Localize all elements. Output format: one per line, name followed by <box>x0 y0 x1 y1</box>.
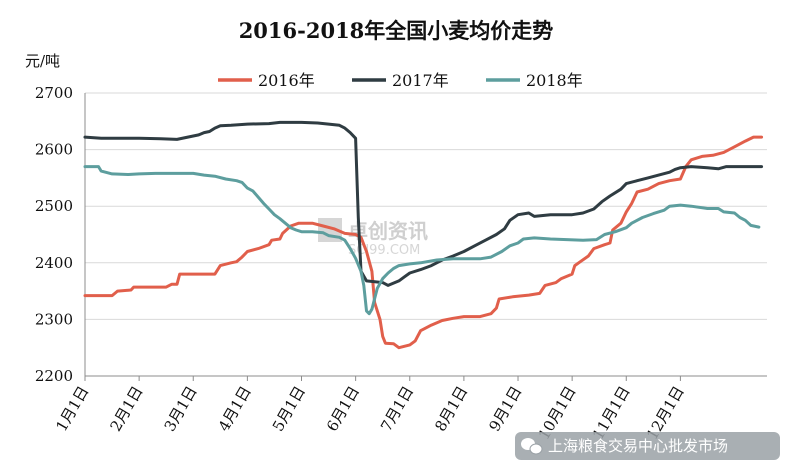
x-tick-label: 6月1日 <box>323 383 363 435</box>
chart-title: 2016-2018年全国小麦均价走势 <box>239 18 554 43</box>
y-tick-label: 2300 <box>35 310 73 328</box>
legend-label-2: 2017年 <box>392 71 449 90</box>
y-tick-label: 2600 <box>35 141 73 159</box>
wechat-icon <box>521 438 543 455</box>
series-line-2 <box>83 120 764 287</box>
x-tick-label: 5月1日 <box>269 383 309 435</box>
series-lines <box>83 120 764 350</box>
x-tick-label: 4月1日 <box>215 383 255 435</box>
y-tick-label: 2500 <box>35 197 73 215</box>
series-line-3 <box>83 165 761 316</box>
axes <box>84 93 767 377</box>
x-tick-label: 9月1日 <box>485 383 525 435</box>
legend: 2016年 2017年 2018年 <box>218 71 583 90</box>
grid-lines <box>85 92 767 320</box>
footer-source: 上海粮食交易中心批发市场 <box>548 437 728 455</box>
y-tick-labels: 2200 2300 2400 2500 2600 2700 <box>35 84 73 385</box>
footer: 上海粮食交易中心批发市场 <box>515 432 780 460</box>
x-tick-label: 8月1日 <box>431 383 471 435</box>
y-tick-label: 2400 <box>35 254 73 272</box>
x-tick-label: 7月1日 <box>377 383 417 435</box>
x-tick-label: 1月1日 <box>52 383 92 435</box>
x-tick-label: 2月1日 <box>106 383 146 435</box>
x-tick-label: 3月1日 <box>161 383 201 435</box>
footer-bg <box>515 432 780 460</box>
series-line-1 <box>83 135 764 350</box>
y-axis-label: 元/吨 <box>25 52 60 70</box>
legend-label-1: 2016年 <box>258 71 315 90</box>
y-tick-label: 2200 <box>35 367 73 385</box>
y-tick-label: 2700 <box>35 84 73 102</box>
legend-label-3: 2018年 <box>526 71 583 90</box>
